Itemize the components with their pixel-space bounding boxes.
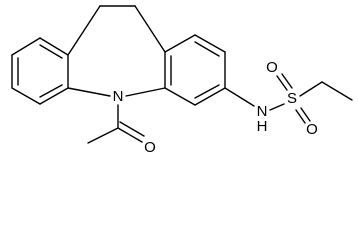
atom-label: O: [266, 59, 278, 76]
atom-label: S: [287, 90, 297, 107]
atom-label: N: [113, 88, 124, 105]
atom-label: N: [257, 103, 268, 120]
atom-label: O: [144, 139, 156, 156]
atom-label: O: [306, 121, 318, 138]
bonds: [11, 5, 353, 144]
atom-label: H: [257, 118, 268, 135]
molecule-diagram: N O N H S O O: [11, 5, 353, 156]
